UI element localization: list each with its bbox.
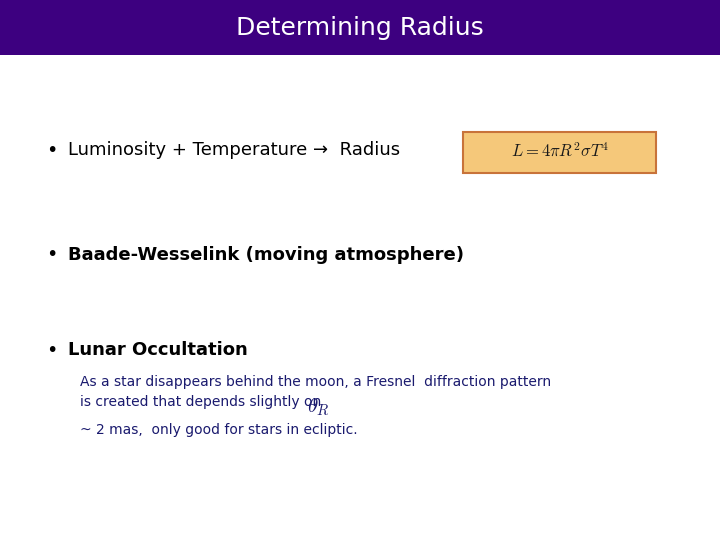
Text: is created that depends slightly on: is created that depends slightly on [80,395,325,409]
Text: •: • [46,341,58,360]
Text: Baade-Wesselink (moving atmosphere): Baade-Wesselink (moving atmosphere) [68,246,464,264]
Text: Determining Radius: Determining Radius [236,16,484,40]
Text: $\theta_R$: $\theta_R$ [307,396,330,418]
Text: Luminosity + Temperature →  Radius: Luminosity + Temperature → Radius [68,141,400,159]
Text: ~ 2 mas,  only good for stars in ecliptic.: ~ 2 mas, only good for stars in ecliptic… [80,423,358,437]
Bar [0,0,720,55]
Text: As a star disappears behind the moon, a Fresnel  diffraction pattern: As a star disappears behind the moon, a … [80,375,551,389]
FancyBboxPatch shape [464,132,656,173]
Text: •: • [46,140,58,159]
Text: •: • [46,246,58,265]
Text: Lunar Occultation: Lunar Occultation [68,341,248,359]
Text: $L = 4\pi R^2 \sigma T^4$: $L = 4\pi R^2 \sigma T^4$ [510,143,609,161]
